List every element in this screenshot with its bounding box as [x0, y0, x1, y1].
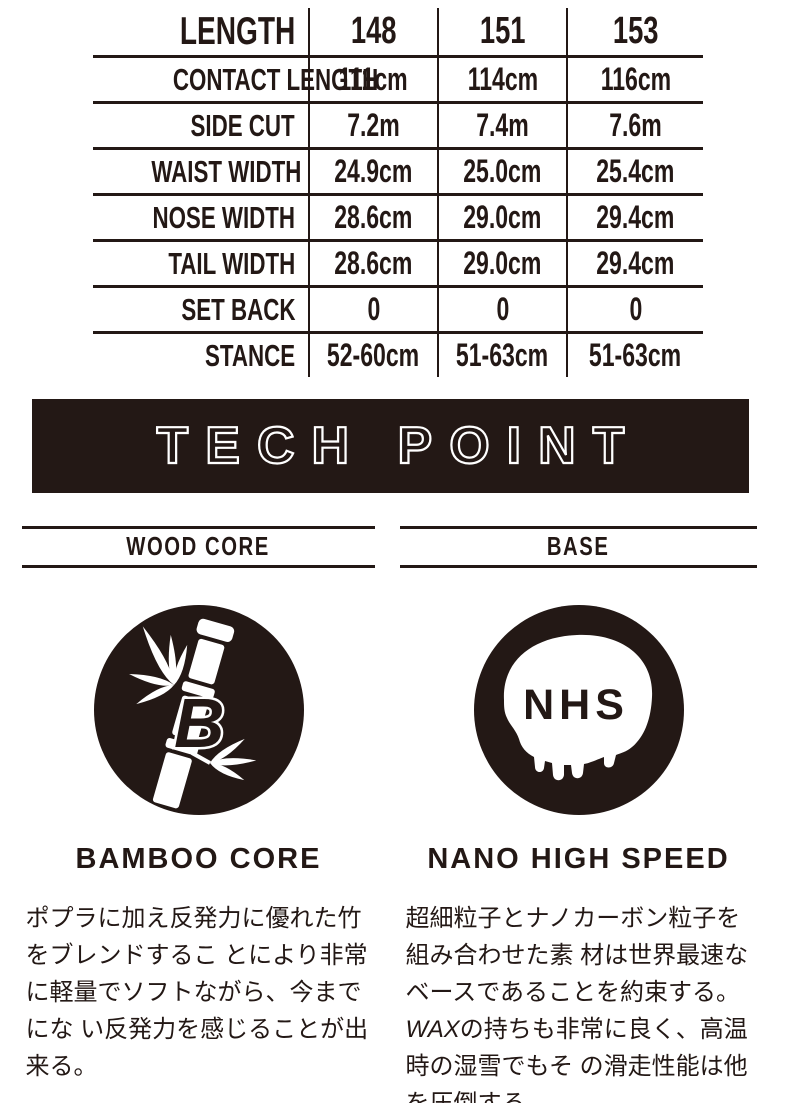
row-label: WAIST WIDTH: [151, 153, 302, 189]
table-cell: 7.6m: [566, 104, 703, 147]
spec-row-nose-width: NOSE WIDTH 28.6cm 29.0cm 29.4cm: [93, 193, 703, 239]
table-cell: 7.4m: [437, 104, 566, 147]
nhs-skull-icon-wrap: NHS: [400, 605, 757, 815]
bamboo-core-description: ポプラに加え反発力に優れた竹をブレンドするこ とにより非常に軽量でソフトながら、…: [25, 905, 369, 1080]
table-cell: 0: [437, 288, 566, 331]
spec-row-waist-width: WAIST WIDTH 24.9cm 25.0cm 25.4cm: [93, 147, 703, 193]
bamboo-icon: B: [93, 605, 304, 815]
spec-header-length: LENGTH: [93, 10, 308, 54]
spec-row-stance: STANCE 52-60cm 51-63cm 51-63cm: [93, 331, 703, 377]
spec-row-side-cut: SIDE CUT 7.2m 7.4m 7.6m: [93, 101, 703, 147]
row-label: STANCE: [204, 337, 295, 373]
table-cell: 24.9cm: [308, 150, 437, 193]
tech-point-banner: TECH POINT: [32, 399, 749, 493]
spec-header-col-148-text: 148: [350, 10, 397, 52]
tech-point-sections: WOOD CORE: [22, 526, 800, 1103]
table-cell: 114cm: [437, 58, 566, 101]
table-cell: 25.4cm: [566, 150, 703, 193]
table-cell: 29.4cm: [566, 242, 703, 285]
tech-section-base: BASE NHS NANO HIGH SPEED 超細粒子とナノカーボン粒子を組…: [400, 526, 757, 1103]
table-cell: 25.0cm: [437, 150, 566, 193]
table-cell: 29.0cm: [437, 242, 566, 285]
nhs-skull-icon-text: NHS: [523, 681, 629, 729]
table-cell: 51-63cm: [437, 334, 566, 377]
table-cell: 0: [308, 288, 437, 331]
row-label: SIDE CUT: [190, 107, 295, 143]
spec-header-length-text: LENGTH: [179, 9, 295, 53]
bamboo-core-heading: BAMBOO CORE: [75, 843, 322, 875]
table-cell: 29.4cm: [566, 196, 703, 239]
spec-header-col-148: 148: [308, 8, 437, 55]
spec-row-contact-length: CONTACT LENGTH 111cm 114cm 116cm: [93, 55, 703, 101]
spec-row-set-back: SET BACK 0 0 0: [93, 285, 703, 331]
table-cell: 51-63cm: [566, 334, 703, 377]
table-cell: 111cm: [308, 58, 437, 101]
row-label: CONTACT LENGTH: [172, 61, 379, 97]
spec-row-tail-width: TAIL WIDTH 28.6cm 29.0cm 29.4cm: [93, 239, 703, 285]
bamboo-icon-letter: B: [174, 684, 225, 762]
tech-point-banner-title: TECH POINT: [155, 416, 642, 476]
tech-section-wood-core: WOOD CORE: [22, 526, 375, 1103]
spec-table: LENGTH 148 151 153 CONTACT LENGTH 111cm …: [93, 8, 703, 377]
wood-core-section-label: WOOD CORE: [126, 531, 271, 561]
wood-core-section-header: WOOD CORE: [22, 526, 375, 568]
bamboo-icon-wrap: B: [22, 605, 375, 815]
table-cell: 0: [566, 288, 703, 331]
table-cell: 7.2m: [308, 104, 437, 147]
table-cell: 52-60cm: [308, 334, 437, 377]
row-label: SET BACK: [180, 291, 295, 327]
spec-header-col-151-text: 151: [479, 10, 526, 52]
nano-high-speed-description: 超細粒子とナノカーボン粒子を組み合わせた素 材は世界最速なベースであることを約束…: [405, 905, 749, 1103]
row-label: NOSE WIDTH: [152, 199, 295, 235]
nhs-skull-icon: NHS: [473, 605, 684, 815]
spec-header-col-153: 153: [566, 8, 703, 55]
base-section-label: BASE: [547, 531, 610, 561]
spec-header-col-153-text: 153: [612, 10, 659, 52]
table-cell: 28.6cm: [308, 196, 437, 239]
table-cell: 29.0cm: [437, 196, 566, 239]
table-cell: 116cm: [566, 58, 703, 101]
spec-header-row: LENGTH 148 151 153: [93, 8, 703, 55]
base-section-header: BASE: [400, 526, 757, 568]
spec-header-col-151: 151: [437, 8, 566, 55]
row-label: TAIL WIDTH: [168, 245, 295, 281]
table-cell: 28.6cm: [308, 242, 437, 285]
nano-high-speed-heading: NANO HIGH SPEED: [427, 843, 730, 875]
